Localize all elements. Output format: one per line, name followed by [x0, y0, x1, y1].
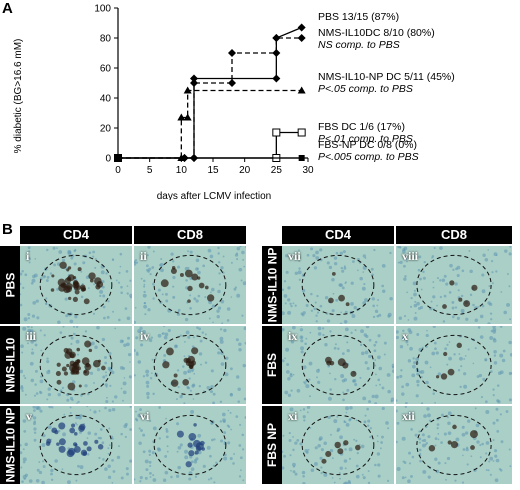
series-3 [114, 128, 306, 162]
panel-a-letter: A [2, 0, 13, 17]
tile-label: v [26, 409, 32, 423]
data-point [297, 23, 306, 32]
x-tick-label: 5 [147, 165, 153, 176]
tile-label: vii [288, 249, 301, 263]
micrograph-iv: iv [134, 326, 246, 404]
y-tick-label: 60 [100, 64, 112, 75]
row-label: NMS-IL10 NP [0, 406, 20, 484]
legend-entry: FBS-NP DC 0/8 (0%) [318, 139, 417, 151]
tile-label: iii [26, 329, 37, 343]
data-point [272, 49, 281, 57]
legend-note: P<.01 comp. to PBS [318, 133, 413, 145]
micrograph-ii: ii [134, 246, 246, 324]
legend-note: P<.005 comp. to PBS [318, 151, 419, 163]
header-cd8-right: CD8 [396, 226, 512, 244]
y-tick-label: 0 [105, 154, 111, 165]
data-point [228, 79, 236, 87]
tile-label: ix [288, 329, 298, 343]
header-cd8-left: CD8 [134, 226, 246, 244]
data-point [183, 86, 192, 94]
tile-label: ii [140, 249, 147, 263]
x-axis-label: days after LCMV infection [157, 191, 272, 200]
row-label: NMS-IL10 NP [262, 246, 282, 324]
tile-label: viii [402, 249, 419, 263]
micrograph-vii: vii [282, 246, 394, 324]
data-point [272, 128, 281, 137]
micrograph-ix: ix [282, 326, 394, 404]
legend-note: P<.05 comp. to PBS [318, 83, 413, 95]
micrograph-xii: xii [396, 406, 512, 484]
row-label: NMS-IL10 [0, 326, 20, 404]
micrograph-vi: vi [134, 406, 246, 484]
y-tick-label: 100 [94, 4, 111, 15]
data-point [272, 34, 281, 42]
legend-entry: NMS-IL10DC 8/10 (80%) [318, 27, 435, 39]
x-tick-label: 30 [302, 165, 314, 176]
data-point [228, 49, 236, 57]
data-point [177, 113, 186, 121]
data-point [190, 79, 198, 87]
tile-label: i [26, 249, 30, 263]
micrograph-x: x [396, 326, 512, 404]
micrograph-iii: iii [20, 326, 132, 404]
legend-entry: PBS 13/15 (87%) [318, 11, 399, 23]
x-tick-label: 0 [115, 165, 121, 176]
y-tick-label: 20 [100, 124, 112, 135]
data-point [190, 74, 198, 83]
row-label: FBS [262, 326, 282, 404]
tile-label: xii [402, 409, 415, 423]
x-tick-label: 15 [207, 165, 219, 176]
row-label: FBS NP [262, 406, 282, 484]
series-line [118, 37, 302, 159]
micrograph-i: i [20, 246, 132, 324]
micrograph-v: v [20, 406, 132, 484]
data-point [297, 34, 306, 42]
header-cd4-left: CD4 [20, 226, 132, 244]
x-tick-label: 10 [176, 165, 188, 176]
legend-entry: FBS DC 1/6 (17%) [318, 121, 405, 133]
data-point [272, 74, 281, 83]
panel-b-letter: B [2, 221, 13, 238]
header-cd4-right: CD4 [282, 226, 394, 244]
micrograph-viii: viii [396, 246, 512, 324]
micrograph-xi: xi [282, 406, 394, 484]
y-tick-label: 80 [100, 34, 112, 45]
legend-entry: NMS-IL10-NP DC 5/11 (45%) [318, 71, 455, 83]
tile-label: iv [140, 329, 150, 343]
series-4 [115, 155, 305, 161]
series-line [118, 26, 302, 159]
data-point [115, 155, 121, 161]
x-tick-label: 20 [239, 165, 251, 176]
data-point [183, 113, 192, 121]
tile-label: xi [288, 409, 298, 423]
data-point [298, 155, 305, 161]
row-label: PBS [0, 246, 20, 324]
y-axis-label: % diabetic (BG>16.6 mM) [13, 39, 24, 154]
tile-label: x [402, 329, 408, 343]
data-point [297, 86, 306, 94]
tile-label: vi [140, 409, 150, 423]
y-tick-label: 40 [100, 94, 112, 105]
x-tick-label: 25 [271, 165, 283, 176]
legend-note: NS comp. to PBS [318, 39, 400, 51]
series-line [118, 89, 302, 159]
survival-chart: 0 5 10 15 20 25 30 0 20 40 60 80 100 PBS 13/15 (87%)… [13, 4, 455, 201]
data-point [297, 128, 306, 137]
